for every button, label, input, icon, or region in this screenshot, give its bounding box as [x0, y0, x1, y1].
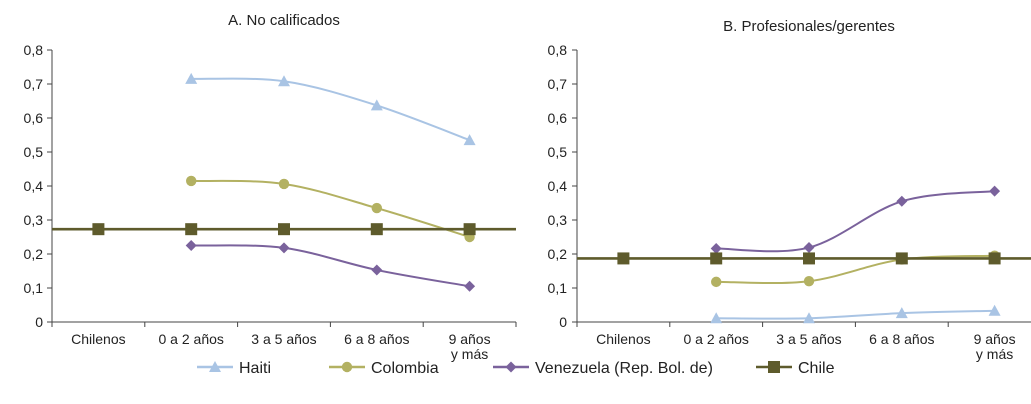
legend-item-chile: Chile [756, 360, 835, 377]
data-point [185, 223, 198, 236]
series-venezuela-rep-bol-de [185, 240, 476, 292]
data-point [617, 252, 630, 265]
legend-label: Chile [798, 360, 835, 377]
series-colombia [711, 250, 1000, 288]
y-tick-label: 0,8 [24, 42, 44, 58]
data-point [711, 276, 722, 288]
series-venezuela-rep-bol-de [710, 185, 1001, 255]
data-point [988, 252, 1001, 265]
data-point [803, 312, 815, 324]
series-line [716, 190, 995, 253]
data-point [278, 178, 290, 190]
x-tick-label: 0 a 2 años [159, 331, 224, 347]
y-tick-label: 0,5 [24, 144, 44, 160]
data-point [370, 223, 383, 236]
x-tick-label: 9 años y más [449, 331, 491, 362]
x-tick-label: 0 a 2 años [684, 331, 749, 347]
legend-marker [768, 361, 780, 373]
data-point [371, 264, 383, 276]
y-tick-label: 0,5 [548, 144, 568, 160]
data-point [803, 276, 815, 287]
data-point [371, 202, 382, 214]
y-tick-label: 0,7 [548, 76, 568, 92]
x-tick-label: 3 a 5 años [251, 331, 316, 347]
data-point [463, 134, 476, 146]
chart-panel-1: A. No calificados 0 0,1 0,2 0,3 0,4 0,5 0,6 0,7 0… [24, 12, 517, 362]
series-line [191, 179, 470, 238]
legend-item-colombia: Colombia [329, 360, 439, 377]
data-point [710, 312, 723, 324]
data-point [895, 307, 908, 319]
legend-item-venezuela-rep-bol-de: Venezuela (Rep. Bol. de) [493, 360, 713, 377]
data-point [710, 252, 723, 265]
data-point [896, 195, 908, 207]
series-line [716, 309, 995, 320]
y-tick-label: 0,1 [548, 280, 568, 296]
series-haiti [710, 304, 1001, 324]
x-tick-label: 3 a 5 años [776, 331, 841, 347]
data-point [278, 223, 290, 236]
series-line [716, 254, 995, 285]
y-tick-label: 0,3 [24, 212, 44, 228]
y-tick-label: 0 [35, 314, 43, 330]
x-tick-label: 6 a 8 años [344, 331, 409, 347]
series-chile [52, 223, 516, 236]
data-point [803, 242, 815, 254]
x-tick-label: Chilenos [596, 331, 650, 347]
series-colombia [186, 175, 475, 243]
y-tick-label: 0,8 [548, 42, 568, 58]
x-tick-label: Chilenos [71, 331, 125, 347]
legend-marker [209, 361, 221, 372]
data-point [92, 223, 105, 236]
legend-marker [505, 361, 517, 373]
data-point [278, 242, 290, 254]
series-haiti [185, 72, 476, 146]
legend-marker [341, 361, 353, 373]
data-point [989, 185, 1001, 197]
y-tick-label: 0,6 [548, 110, 568, 126]
series-line [191, 77, 470, 142]
data-point [186, 175, 197, 187]
x-tick-label: 9 años y más [974, 331, 1016, 362]
legend-label: Haiti [239, 360, 271, 377]
y-tick-label: 0,1 [24, 280, 44, 296]
data-point [185, 72, 198, 84]
chart-title: B. Profesionales/gerentes [723, 18, 895, 35]
legend-label: Colombia [371, 360, 439, 377]
y-tick-label: 0,7 [24, 76, 44, 92]
chart-panel-2: B. Profesionales/gerentes 0 0,1 0,2 0,3 0,4 0,… [548, 18, 1031, 362]
legend-item-haiti: Haiti [197, 360, 271, 377]
y-tick-label: 0,3 [548, 212, 568, 228]
y-tick-label: 0 [559, 314, 567, 330]
series-chile [577, 252, 1031, 265]
y-tick-label: 0,4 [548, 178, 568, 194]
data-point [464, 280, 476, 292]
series-line [191, 244, 470, 288]
data-point [988, 304, 1001, 316]
y-tick-label: 0,2 [548, 246, 568, 262]
data-point [370, 99, 383, 111]
y-tick-label: 0,6 [24, 110, 44, 126]
chart-title: A. No calificados [228, 12, 340, 29]
legend-label: Venezuela (Rep. Bol. de) [535, 360, 713, 377]
y-tick-label: 0,2 [24, 246, 44, 262]
data-point [278, 75, 290, 87]
data-point [895, 252, 908, 265]
data-point [710, 243, 722, 255]
y-tick-label: 0,4 [24, 178, 44, 194]
data-point [463, 223, 476, 236]
data-point [803, 252, 815, 265]
legend: Haiti Colombia Venezuela (Rep. Bol. de) Chi… [197, 360, 835, 377]
data-point [185, 240, 197, 251]
x-tick-label: 6 a 8 años [869, 331, 934, 347]
